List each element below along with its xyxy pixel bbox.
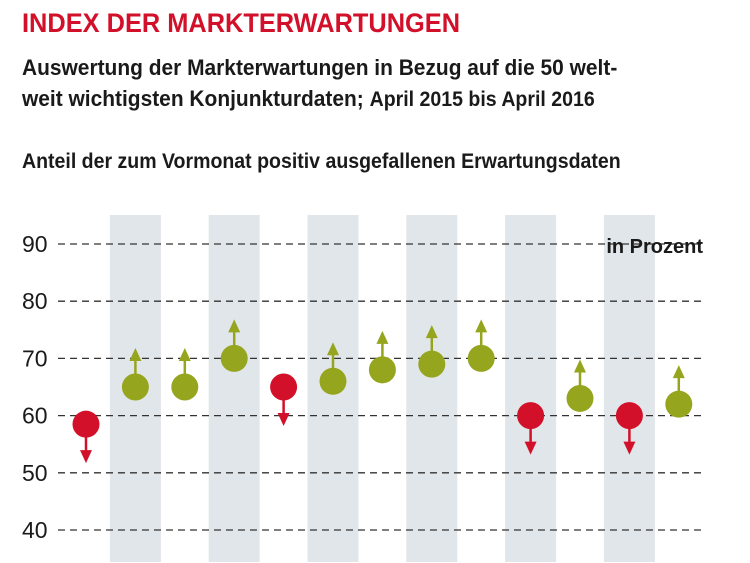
data-point-marker [220,344,248,372]
data-point [121,348,149,401]
data-point [368,330,396,384]
data-point [220,319,248,372]
data-point-marker [72,410,100,438]
arrow-up-icon [425,325,438,339]
arrow-up-icon [574,359,586,373]
subtitle-date-range: April 2015 bis April 2016 [369,88,595,111]
column-band [406,215,458,562]
column-band [505,215,557,562]
y-tick-label: 50 [22,460,48,486]
chart-description: Anteil der zum Vormonat positiv ausgefal… [22,150,621,173]
data-point [517,402,545,455]
data-point-marker [517,402,545,430]
data-point [270,373,298,426]
data-point-marker [566,384,594,412]
chart-subtitle: Auswertung der Markterwartungen in Bezug… [22,52,692,115]
arrow-up-icon [228,319,241,333]
arrow-up-icon [672,365,685,379]
arrow-down-icon [524,441,537,455]
arrow-up-icon [129,348,142,361]
column-band [208,215,260,562]
subtitle-line-2-text: weit wichtigsten Konjunkturdaten; [22,86,364,111]
subtitle-line-1: Auswertung der Markterwartungen in Bezug… [22,55,618,80]
y-axis: 40 50 60 70 80 90 [22,231,48,543]
data-point-marker [121,373,149,401]
y-tick-label: 80 [22,288,48,314]
data-point-marker [270,373,298,401]
y-tick-label: 60 [22,403,48,429]
chart-title-main: INDEX DER MARKTERWARTUNGEN [22,8,461,38]
data-point-marker [467,344,495,372]
arrow-up-icon [327,342,339,356]
arrow-up-icon [376,330,389,344]
data-point [171,348,199,401]
data-point [467,319,495,372]
arrow-up-icon [178,348,191,361]
column-band [603,215,655,562]
data-point-marker [418,350,446,378]
y-tick-label: 70 [22,345,48,371]
data-point-marker [171,373,199,401]
data-point [319,342,347,395]
y-tick-label: 40 [22,517,48,543]
data-point-marker [665,390,693,418]
arrow-down-icon [277,413,290,426]
data-point [615,402,643,455]
data-markers [72,319,693,464]
data-point [665,365,693,418]
data-point-marker [368,356,396,384]
arrow-up-icon [475,319,488,333]
unit-label: in Prozent [606,236,703,258]
y-tick-label: 90 [22,231,48,257]
arrow-down-icon [623,441,636,455]
data-point [72,410,100,464]
data-point-marker [615,402,643,430]
arrow-down-icon [80,450,92,464]
data-point-marker [319,367,347,395]
data-point [566,359,594,412]
subtitle-line-2: weit wichtigsten Konjunkturdaten; April … [22,83,692,115]
data-point [418,325,446,378]
